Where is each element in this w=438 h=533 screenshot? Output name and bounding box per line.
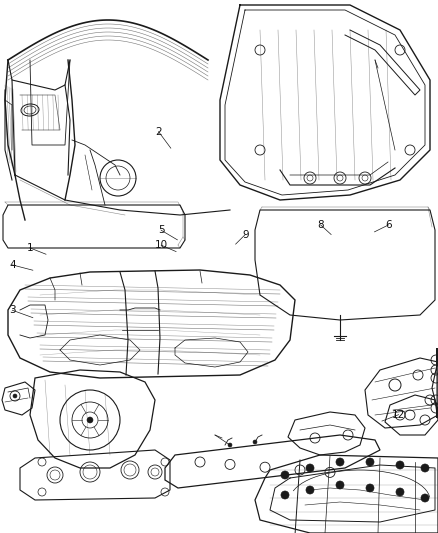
Text: 2: 2 — [155, 127, 162, 136]
Text: 10: 10 — [155, 240, 168, 250]
Text: 9: 9 — [242, 230, 249, 239]
Circle shape — [281, 471, 289, 479]
Text: 1: 1 — [26, 243, 33, 253]
Text: 4: 4 — [9, 260, 16, 270]
Circle shape — [336, 458, 344, 466]
Text: 12: 12 — [392, 410, 405, 419]
Text: 6: 6 — [385, 220, 392, 230]
Circle shape — [306, 464, 314, 472]
Circle shape — [13, 394, 17, 398]
Circle shape — [87, 417, 93, 423]
Circle shape — [281, 491, 289, 499]
Text: 3: 3 — [9, 305, 16, 315]
Text: 8: 8 — [317, 220, 324, 230]
Circle shape — [228, 443, 232, 447]
Text: 5: 5 — [158, 225, 165, 235]
Circle shape — [366, 484, 374, 492]
Circle shape — [421, 494, 429, 502]
Circle shape — [396, 461, 404, 469]
Circle shape — [366, 458, 374, 466]
Circle shape — [336, 481, 344, 489]
Circle shape — [421, 464, 429, 472]
Circle shape — [396, 488, 404, 496]
Circle shape — [306, 486, 314, 494]
Circle shape — [253, 440, 257, 444]
